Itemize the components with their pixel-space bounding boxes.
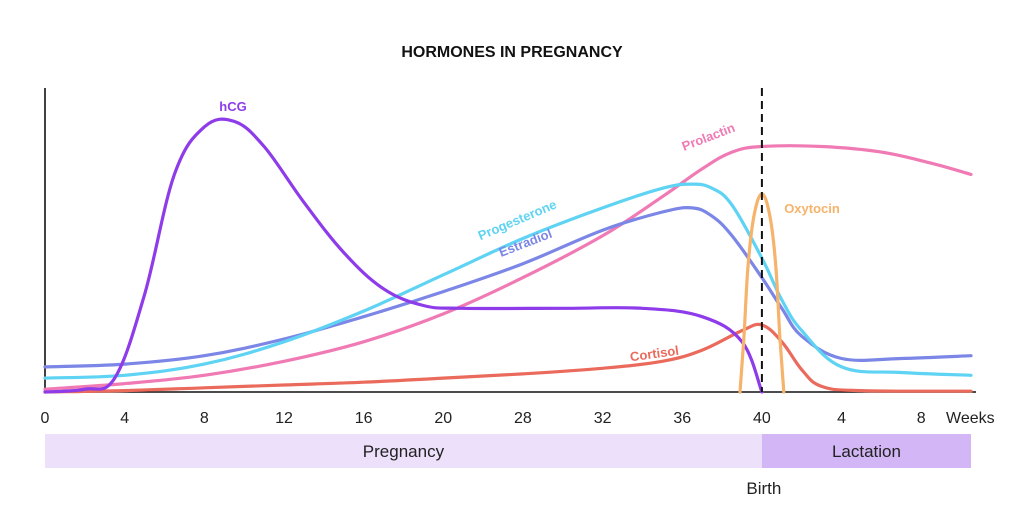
x-tick-label: 0 xyxy=(41,410,50,427)
x-tick-label: 28 xyxy=(514,410,532,427)
x-tick-label: 4 xyxy=(120,410,129,427)
x-tick-label: 12 xyxy=(275,410,293,427)
x-tick-label: 36 xyxy=(673,410,691,427)
birth-label: Birth xyxy=(746,479,781,498)
x-tick-label: 40 xyxy=(753,410,771,427)
x-tick-label: 16 xyxy=(355,410,373,427)
progesterone-line xyxy=(43,182,973,380)
x-tick-label: 20 xyxy=(434,410,452,427)
hcg-line xyxy=(43,117,764,394)
prolactin-label: Prolactin xyxy=(680,120,737,154)
prolactin-line xyxy=(43,144,973,391)
lactation-label: Lactation xyxy=(832,442,901,461)
x-tick-label: 4 xyxy=(837,410,846,427)
x-tick-label: 8 xyxy=(200,410,209,427)
x-axis-unit-label: Weeks xyxy=(946,410,995,427)
axes xyxy=(44,88,976,393)
pregnancy-label: Pregnancy xyxy=(363,442,445,461)
pregnancy-band xyxy=(45,434,762,468)
cortisol-line xyxy=(43,322,973,394)
x-tick-label: 8 xyxy=(917,410,926,427)
x-tick-label: 32 xyxy=(594,410,612,427)
cortisol-label: Cortisol xyxy=(629,343,680,365)
estradiol-line xyxy=(43,206,973,369)
lactation-band xyxy=(761,434,971,468)
hcg-label: hCG xyxy=(219,99,246,114)
oxytocin-label: Oxytocin xyxy=(784,201,840,216)
phase-band-layer: Pregnancy Lactation xyxy=(45,434,971,468)
x-tick-labels: 0 4 8 12 16 20 28 32 36 40 4 8 xyxy=(41,410,926,427)
chart-title: HORMONES IN PREGNANCY xyxy=(401,44,623,61)
